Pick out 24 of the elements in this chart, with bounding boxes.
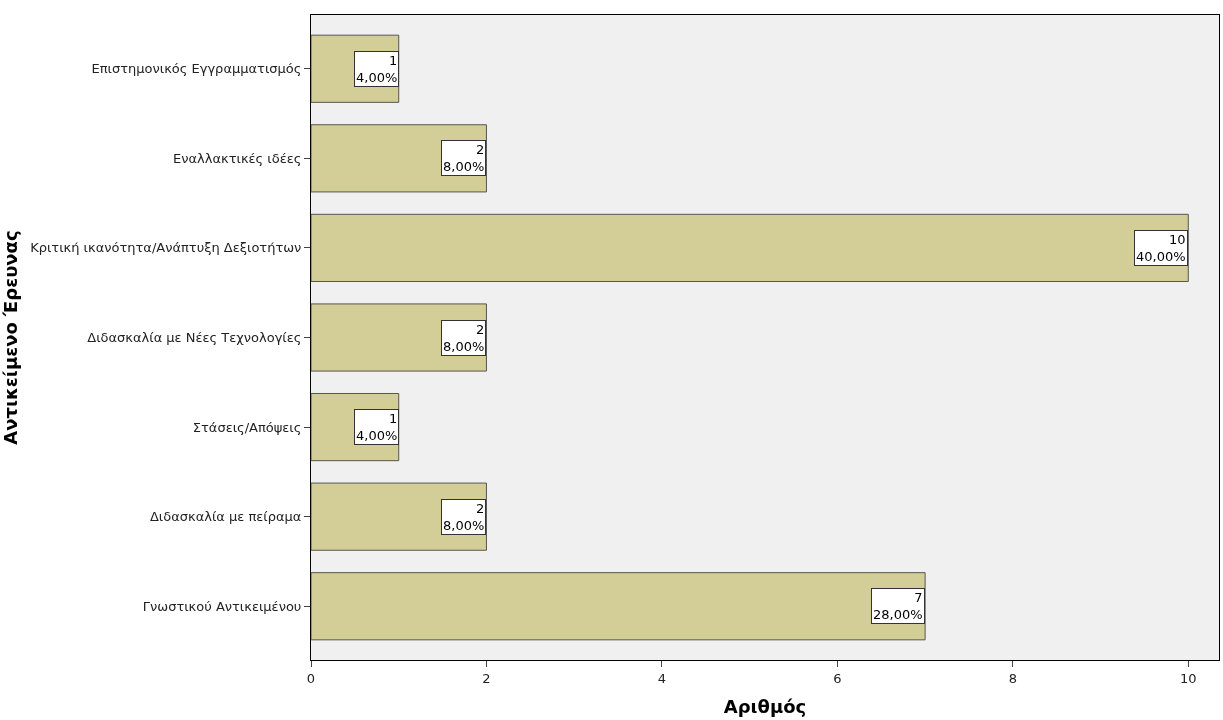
y-tick-label: Γνωστικού Αντικειμένου: [142, 598, 302, 614]
data-label: 2 8,00%: [443, 142, 485, 174]
y-tick-label: Διδασκαλία με πείραμα: [149, 509, 302, 525]
y-tick-label: Κριτική ικανότητα/Ανάπτυξη Δεξιοτήτων: [30, 240, 302, 256]
y-tick-label: Εναλλακτικές ιδέες: [173, 150, 302, 166]
data-label: 1 4,00%: [356, 411, 398, 443]
x-tick-label: 10: [1180, 670, 1197, 686]
bar: [311, 213, 1189, 283]
y-tick-label: Διδασκαλία με Νέες Τεχνολογίες: [87, 330, 302, 346]
x-tick-label: 4: [657, 670, 667, 686]
data-label: 1 4,00%: [356, 53, 398, 85]
data-label: 7 28,00%: [873, 590, 923, 622]
y-tick-label: Επιστημονικός Εγγραμματισμός: [91, 61, 302, 77]
x-tick-label: 8: [1008, 670, 1017, 686]
data-label: 2 8,00%: [443, 501, 485, 533]
data-label: 10 40,00%: [1136, 232, 1186, 264]
x-axis-title: Αριθμός: [723, 695, 807, 717]
y-axis-title: Αντικείμενο Έρευνας: [0, 230, 21, 445]
data-label: 2 8,00%: [443, 322, 485, 354]
y-tick-label: Στάσεις/Απόψεις: [192, 419, 302, 435]
x-tick-label: 6: [833, 670, 842, 686]
x-tick-label: 0: [306, 670, 316, 686]
bar: [311, 572, 926, 641]
x-tick-label: 2: [482, 670, 491, 686]
